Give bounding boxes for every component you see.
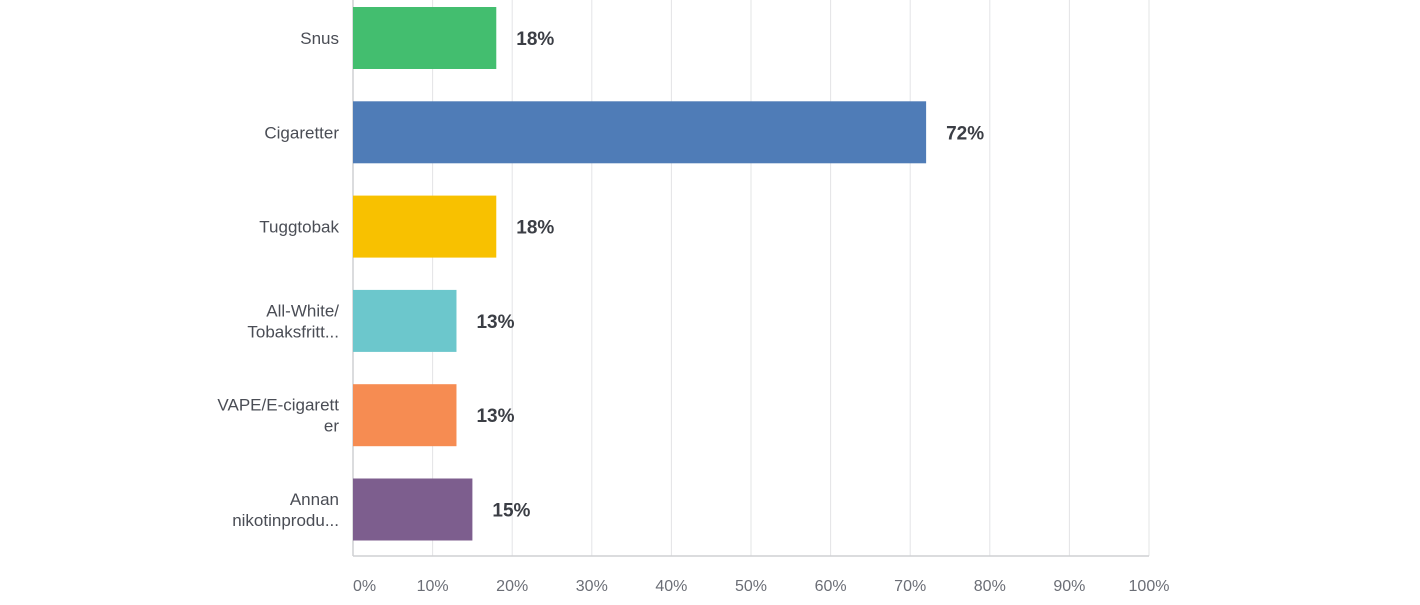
category-label: VAPE/E-cigarett er [217,396,339,436]
category-label-line: Snus [300,29,339,48]
labels-layer: 18% Snus 72% Cigaretter 18% Tuggtobak 13% All-W… [217,29,984,530]
x-axis-ticks: 0% 10% 20% 30% 40% 50% 60% 70% 80% 90% 100% [353,578,1169,595]
x-tick-label: 80% [974,578,1006,595]
data-label: 18% [516,29,554,50]
data-label: 72% [946,123,984,144]
data-label: 13% [476,406,514,427]
x-tick-label: 60% [815,578,847,595]
data-label: 15% [492,501,530,522]
bar[interactable] [353,195,497,258]
category-label-line: VAPE/E-cigarett [217,396,339,415]
category-label-line: Tobaksfritt... [247,322,339,341]
x-tick-label: 10% [417,578,449,595]
category-label: Cigaretter [264,123,339,142]
x-tick-label: 0% [353,578,376,595]
x-tick-label: 40% [655,578,687,595]
bar[interactable] [353,478,473,541]
category-label: All-White/Tobaksfritt... [247,301,339,341]
x-tick-label: 50% [735,578,767,595]
category-label: Tuggtobak [259,218,339,237]
category-label-line: Cigaretter [264,123,339,142]
category-label-line: er [324,417,339,436]
grid-layer [352,0,1150,557]
x-tick-label: 30% [576,578,608,595]
x-tick-label: 100% [1129,578,1170,595]
x-tick-label: 20% [496,578,528,595]
category-label-line: Tuggtobak [259,218,339,237]
x-tick-label: 70% [894,578,926,595]
bar[interactable] [353,289,457,352]
category-label: Snus [300,29,339,48]
category-label: Annan nikotinprodu... [232,490,339,530]
bars-layer [353,7,927,541]
x-tick-label: 90% [1053,578,1085,595]
data-label: 13% [476,312,514,333]
category-label-line: All-White/ [266,301,339,320]
data-label: 18% [516,218,554,239]
bar[interactable] [353,384,457,447]
bar[interactable] [353,7,497,69]
category-label-line: Annan [290,490,339,509]
category-label-line: nikotinprodu... [232,511,339,530]
bar[interactable] [353,101,927,164]
